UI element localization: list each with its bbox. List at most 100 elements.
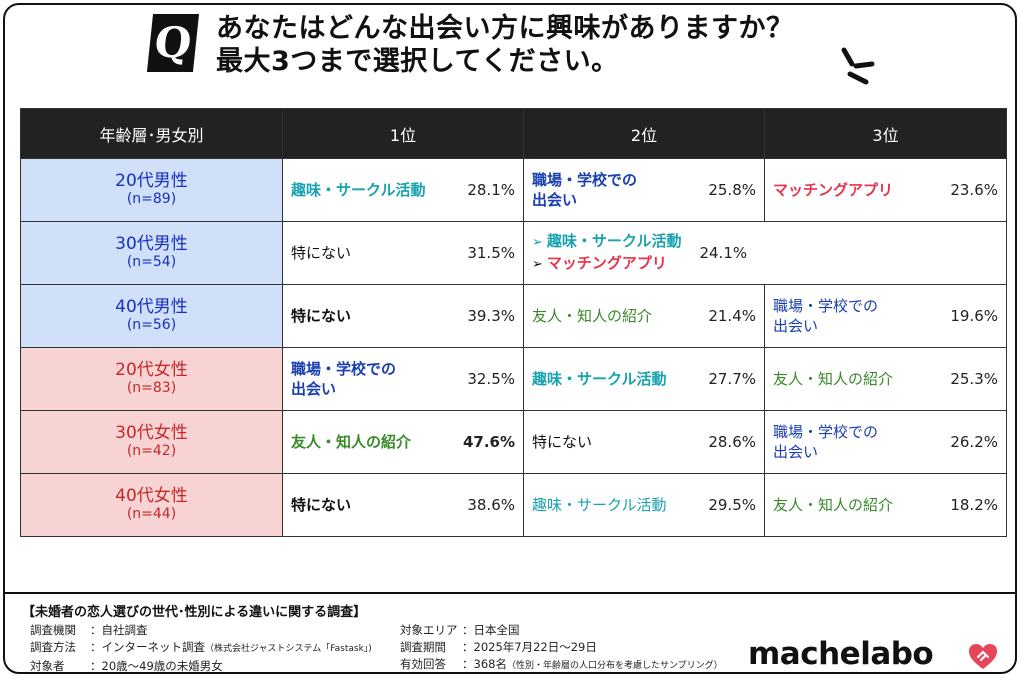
sample-size: (n=83) — [126, 380, 177, 396]
answer-percent: 19.6% — [950, 307, 998, 325]
brand-logo: machelabo — [748, 636, 934, 672]
answer-percent: 29.5% — [708, 496, 756, 514]
survey-title: 【未婚者の恋人選びの世代･性別による違いに関する調査】 — [22, 605, 367, 620]
info-row: 調査期間 ：2025年7月22日～29日 — [400, 640, 597, 654]
group-cell: 20代女性 (n=83) — [20, 347, 283, 411]
group-cell: 40代男性 (n=56) — [20, 284, 283, 348]
rank3-cell: 職場・学校での 出会い 19.6% — [764, 284, 1007, 348]
arrow-icon: ➢ — [532, 257, 543, 272]
info-row: 有効回答 ：368名（性別・年齢層の人口分布を考慮したサンプリング） — [400, 657, 723, 671]
answer-percent: 38.6% — [467, 496, 515, 514]
sample-size: (n=54) — [126, 254, 177, 270]
answer-percent: 28.1% — [467, 181, 515, 199]
group-label: 20代男性 — [115, 171, 188, 191]
survey-info-left: 調査機関 ：自社調査 調査方法 ：インターネット調査（株式会社ジャストシステム「Fa… — [30, 622, 372, 675]
answer-label: 友人・知人の紹介 — [532, 307, 653, 325]
group-cell: 40代女性 (n=44) — [20, 473, 283, 537]
answer-percent: 47.6% — [462, 433, 515, 451]
rank1-cell: 特にない 31.5% — [282, 221, 524, 285]
answer-percent: 24.1% — [699, 244, 748, 262]
rank2-cell: 友人・知人の紹介 21.4% — [523, 284, 765, 348]
group-label: 30代男性 — [115, 234, 188, 254]
header-rank1: 1位 — [282, 108, 524, 159]
answer-label: 趣味・サークル活動 — [532, 496, 667, 514]
rank2-cell: 趣味・サークル活動 29.5% — [523, 473, 765, 537]
answer-label: 趣味・サークル活動 — [291, 181, 426, 199]
table-row: 20代女性 (n=83) 職場・学校での 出会い 32.5% 趣味・サークル活動 … — [20, 347, 1007, 411]
info-row: 調査機関 ：自社調査 — [30, 623, 148, 637]
answer-percent: 25.3% — [950, 370, 998, 388]
answer-label: 特にない — [291, 496, 352, 514]
answer-label: 趣味・サークル活動 — [532, 370, 667, 388]
page-frame — [3, 3, 1017, 674]
header-rank3: 3位 — [764, 108, 1007, 159]
rank2-tie-cell: ➢ 趣味・サークル活動 ➢ マッチングアプリ 24.1% — [523, 221, 1007, 285]
group-label: 30代女性 — [115, 423, 188, 443]
group-label: 40代男性 — [115, 297, 188, 317]
answer-percent: 27.7% — [708, 370, 756, 388]
group-label: 40代女性 — [115, 486, 188, 506]
answer-label: 友人・知人の紹介 — [773, 496, 894, 514]
group-cell: 20代男性 (n=89) — [20, 158, 283, 222]
answer-label: 友人・知人の紹介 — [773, 370, 894, 388]
table-row: 40代男性 (n=56) 特にない 39.3% 友人・知人の紹介 21.4% 職… — [20, 284, 1007, 348]
answer-label: 職場・学校での 出会い — [773, 423, 879, 461]
sample-size: (n=89) — [126, 191, 177, 207]
info-row: 調査方法 ：インターネット調査（株式会社ジャストシステム「Fastask」) — [30, 640, 372, 654]
rank3-cell: 友人・知人の紹介 25.3% — [764, 347, 1007, 411]
info-row: 対象エリア ：日本全国 — [400, 623, 520, 637]
group-label: 20代女性 — [115, 360, 188, 380]
sample-size: (n=44) — [126, 506, 177, 522]
rank2-cell: 特にない 28.6% — [523, 410, 765, 474]
arrow-icon: ➢ — [532, 235, 543, 250]
rank2-cell: 趣味・サークル活動 27.7% — [523, 347, 765, 411]
question-line-1: あなたはどんな出会い方に興味がありますか？ — [216, 13, 794, 44]
header-rank2: 2位 — [523, 108, 765, 159]
answer-label: 職場・学校での 出会い — [291, 360, 397, 398]
tied-answers: ➢ 趣味・サークル活動 ➢ マッチングアプリ — [532, 232, 682, 272]
answer-label: 特にない — [532, 433, 593, 451]
table-row: 40代女性 (n=44) 特にない 38.6% 趣味・サークル活動 29.5% … — [20, 473, 1007, 537]
answer-percent: 31.5% — [467, 244, 515, 262]
answer-label: 職場・学校での 出会い — [773, 297, 879, 335]
emphasis-marks-icon — [841, 47, 875, 85]
rank1-cell: 趣味・サークル活動 28.1% — [282, 158, 524, 222]
ranking-table: 年齢層･男女別 1位 2位 3位 20代男性 (n=89) 趣味・サークル活動 … — [20, 108, 1007, 537]
info-row: 対象者 ：20歳～49歳の未婚男女 — [30, 659, 223, 673]
rank3-cell: マッチングアプリ 23.6% — [764, 158, 1007, 222]
answer-label: 特にない — [291, 244, 352, 262]
question-title: あなたはどんな出会い方に興味がありますか？ 最大3つまで選択してください。 — [216, 12, 794, 78]
answer-percent: 26.2% — [950, 433, 998, 451]
table-row: 30代男性 (n=54) 特にない 31.5% ➢ 趣味・サークル活動 ➢ マッチン… — [20, 221, 1007, 285]
sample-size: (n=42) — [126, 443, 177, 459]
footer-divider — [3, 592, 1017, 594]
answer-label: 友人・知人の紹介 — [291, 433, 412, 451]
rank1-cell: 特にない 38.6% — [282, 473, 524, 537]
question-line-2: 最大3つまで選択してください。 — [216, 46, 619, 77]
heart-icon — [969, 644, 997, 669]
rank3-cell: 友人・知人の紹介 18.2% — [764, 473, 1007, 537]
question-badge: Q — [146, 14, 200, 72]
answer-percent: 21.4% — [708, 307, 756, 325]
answer-label: 職場・学校での 出会い — [532, 171, 638, 209]
answer-percent: 39.3% — [467, 307, 515, 325]
group-cell: 30代女性 (n=42) — [20, 410, 283, 474]
rank1-cell: 職場・学校での 出会い 32.5% — [282, 347, 524, 411]
sample-size: (n=56) — [126, 317, 177, 333]
survey-info-right: 対象エリア ：日本全国 調査期間 ：2025年7月22日～29日 有効回答 ：368名… — [400, 622, 723, 675]
rank3-cell: 職場・学校での 出会い 26.2% — [764, 410, 1007, 474]
answer-label: マッチングアプリ — [773, 181, 894, 199]
answer-percent: 28.6% — [708, 433, 756, 451]
answer-percent: 32.5% — [467, 370, 515, 388]
table-header-row: 年齢層･男女別 1位 2位 3位 — [20, 108, 1007, 159]
answer-percent: 25.8% — [708, 181, 756, 199]
answer-percent: 23.6% — [950, 181, 998, 199]
rank2-cell: 職場・学校での 出会い 25.8% — [523, 158, 765, 222]
answer-percent: 18.2% — [950, 496, 998, 514]
answer-label: 特にない — [291, 307, 352, 325]
table-row: 30代女性 (n=42) 友人・知人の紹介 47.6% 特にない 28.6% 職… — [20, 410, 1007, 474]
table-row: 20代男性 (n=89) 趣味・サークル活動 28.1% 職場・学校での 出会い … — [20, 158, 1007, 222]
rank1-cell: 特にない 39.3% — [282, 284, 524, 348]
group-cell: 30代男性 (n=54) — [20, 221, 283, 285]
rank1-cell: 友人・知人の紹介 47.6% — [282, 410, 524, 474]
